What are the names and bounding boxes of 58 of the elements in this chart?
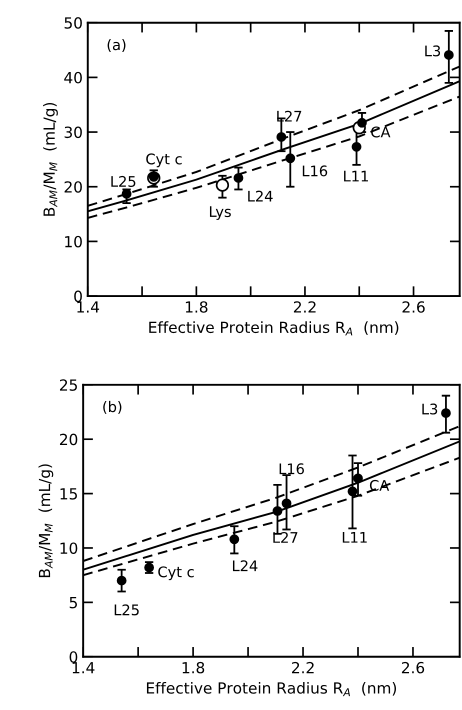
x-tick-label: 2.6 <box>402 301 425 313</box>
y-tick-label: 25 <box>60 379 77 391</box>
point <box>282 498 292 508</box>
annotation: Cyt c <box>146 153 182 168</box>
x-tick-label: 2.2 <box>294 301 316 313</box>
y-tick-label: 50 <box>64 17 82 29</box>
point <box>116 576 127 586</box>
annotation: L3 <box>422 404 438 415</box>
point <box>352 142 362 152</box>
annotation: L25 <box>114 604 139 616</box>
annotation: L24 <box>248 190 273 202</box>
x-tick-label: 1.4 <box>77 301 100 313</box>
annotation: L25 <box>111 176 136 187</box>
annotation: Lys <box>210 206 231 220</box>
annotation: L11 <box>344 170 368 182</box>
y-tick-label: 20 <box>60 434 78 446</box>
point <box>148 172 159 182</box>
y-tick-label: 40 <box>64 72 82 84</box>
y-tick-label: 20 <box>64 181 82 193</box>
point <box>348 486 358 496</box>
y-tick-label: 0 <box>74 290 82 302</box>
y-tick-label: 10 <box>60 542 78 554</box>
y-tick-label: 15 <box>60 488 77 500</box>
x-tick-label: 2.2 <box>292 662 314 674</box>
annotation: L24 <box>232 560 258 572</box>
y-tick-label: 5 <box>70 597 77 608</box>
point <box>276 132 286 142</box>
annotation: L27 <box>277 110 302 122</box>
y-tick-label: 30 <box>64 126 82 138</box>
annotation: (a) <box>108 38 126 52</box>
annotation: L16 <box>302 165 328 176</box>
y-axis-title: B$_{AM}$/M$_{M}$ (mL/g) <box>38 464 54 578</box>
annotation: (b) <box>103 400 122 414</box>
point <box>122 188 132 199</box>
point <box>234 173 244 183</box>
point <box>441 408 451 418</box>
annotation: CA <box>371 126 390 138</box>
annotation: L3 <box>425 45 440 56</box>
point <box>353 473 363 484</box>
x-tick-label: 2.6 <box>402 662 424 674</box>
x-axis-title: Effective Protein Radius R$_{A}$ (nm) <box>149 321 398 336</box>
point <box>285 153 296 164</box>
annotation: Cyt c <box>158 566 194 580</box>
x-tick-label: 1.8 <box>182 662 204 674</box>
point <box>272 506 282 516</box>
y-tick-label: 10 <box>65 236 82 248</box>
point <box>444 50 454 60</box>
point <box>357 118 367 128</box>
annotation: L27 <box>273 532 298 543</box>
y-axis-title: B$_{AM}$/M$_{M}$ (mL/g) <box>43 102 58 216</box>
annotation: L11 <box>342 532 367 543</box>
x-tick-label: 1.4 <box>72 662 94 674</box>
point <box>229 534 240 544</box>
y-tick-label: 0 <box>70 651 78 663</box>
annotation: L16 <box>280 463 304 474</box>
x-tick-label: 1.8 <box>186 301 208 313</box>
point <box>216 178 230 192</box>
x-axis-title: Effective Protein Radius R$_{A}$ (nm) <box>146 682 396 696</box>
